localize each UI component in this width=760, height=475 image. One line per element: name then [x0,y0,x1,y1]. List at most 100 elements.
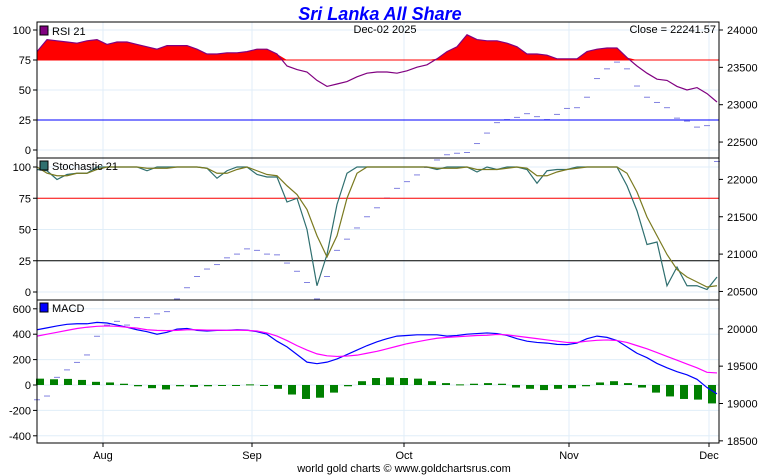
price-tick-label: 18500 [727,436,758,448]
macd-histogram-bar [652,385,660,393]
macd-histogram-bar [498,383,506,385]
macd-histogram-bar [400,378,408,385]
rsi-overbought-area [37,34,717,60]
y-tick-label: 0 [25,380,31,392]
y-tick-label: 50 [19,225,31,237]
macd-histogram-bar [372,378,380,385]
macd-histogram-bar [316,385,324,398]
price-tick-label: 24000 [727,25,758,37]
price-tick-label: 20500 [727,286,758,298]
macd-histogram-bar [596,382,604,385]
y-tick-label: 0 [25,145,31,157]
macd-histogram-bar [64,378,72,385]
price-tick-label: 23500 [727,62,758,74]
price-tick-label: 19500 [727,361,758,373]
macd-histogram-bar [610,381,618,385]
macd-histogram-bar [582,385,590,387]
macd-histogram-bar [120,383,128,385]
x-tick-sep: Sep [242,450,262,462]
macd-histogram-bar [106,382,114,385]
y-tick-label: -200 [9,405,31,417]
macd-histogram-bar [134,385,142,387]
macd-histogram-bar [568,385,576,389]
macd-histogram-bar [708,385,716,404]
macd-histogram-bar [302,385,310,399]
x-tick-dec: Dec [699,450,719,462]
price-tick-label: 23000 [727,100,758,112]
macd-histogram-bar [512,385,520,388]
y-tick-label: 200 [13,355,31,367]
y-tick-label: 75 [19,55,31,67]
macd-histogram-bar [190,385,198,387]
x-tick-oct: Oct [395,450,412,462]
macd-histogram-bar [36,378,44,385]
stochastic-legend: Stochastic 21 [52,161,118,173]
rsi-legend-swatch [39,25,49,36]
macd-legend-swatch [39,302,49,313]
macd-histogram-bar [666,385,674,397]
y-tick-label: 100 [13,25,31,37]
macd-histogram-bar [92,381,100,385]
y-tick-label: 0 [25,287,31,299]
macd-histogram-bar [470,383,478,385]
y-tick-label: -400 [9,431,31,443]
price-tick-label: 19000 [727,399,758,411]
macd-histogram-bar [148,385,156,389]
price-tick-label: 22000 [727,174,758,186]
macd-histogram-bar [344,385,352,387]
y-tick-label: 100 [13,162,31,174]
price-tick-label: 22500 [727,137,758,149]
footer-credit: world gold charts © www.goldchartsrus.co… [296,463,511,475]
stoch-d-line [36,166,718,288]
macd-histogram-bar [176,385,184,387]
stochastic-legend-swatch [39,160,49,171]
x-tick-aug: Aug [93,450,113,462]
y-tick-label: 400 [13,329,31,341]
macd-histogram-bar [680,385,688,399]
close-label: Close = 22241.57 [629,24,716,36]
macd-histogram-bar [624,383,632,385]
panel-frame [36,299,720,444]
macd-histogram-bar [428,381,436,385]
macd-histogram-bar [540,385,548,391]
macd-legend: MACD [52,303,84,315]
x-tick-nov: Nov [559,450,579,462]
macd-histogram-bar [246,384,254,386]
macd-histogram-bar [638,385,646,388]
y-tick-label: 75 [19,193,31,205]
macd-histogram-bar [330,385,338,393]
macd-histogram-bar [358,381,366,385]
y-tick-label: 25 [19,115,31,127]
macd-histogram-bar [554,385,562,389]
macd-histogram-bar [162,385,170,390]
macd-histogram-bar [78,379,86,385]
rsi-legend: RSI 21 [52,26,86,38]
macd-histogram-bar [260,385,268,386]
macd-histogram-bar [456,384,464,386]
chart-title: Sri Lanka All Share [298,4,461,24]
macd-histogram-bar [288,385,296,395]
macd-histogram-bar [274,385,282,389]
macd-histogram-bar [694,385,702,400]
macd-histogram-bar [414,378,422,385]
macd-histogram-bar [50,379,58,385]
y-tick-label: 25 [19,256,31,268]
macd-histogram-bar [484,383,492,385]
macd-histogram-bar [232,385,240,386]
rsi-line [36,34,718,103]
macd-line [36,321,718,395]
price-tick-label: 21500 [727,212,758,224]
macd-histogram-bar [204,385,212,387]
macd-histogram-bar [442,383,450,385]
macd-signal-line [36,325,718,374]
price-tick-label: 20000 [727,324,758,336]
y-tick-label: 600 [13,304,31,316]
macd-histogram-bar [386,377,394,385]
y-tick-label: 50 [19,85,31,97]
macd-histogram-bar [526,385,534,389]
price-tick-label: 21000 [727,249,758,261]
date-label: Dec-02 2025 [354,24,417,36]
stoch-k-line [36,166,718,291]
macd-histogram-bar [218,385,226,386]
